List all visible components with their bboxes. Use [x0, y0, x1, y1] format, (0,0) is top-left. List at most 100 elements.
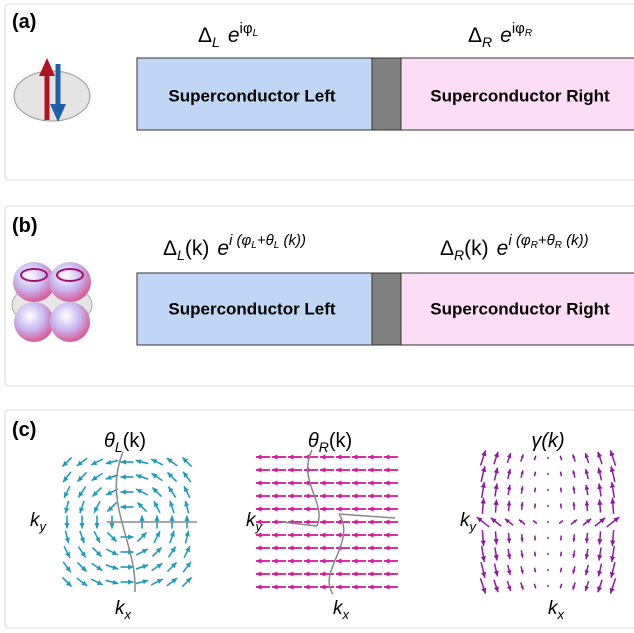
vector-head — [336, 519, 341, 524]
vector-head — [597, 586, 602, 592]
vector-head — [336, 558, 341, 563]
title-part: (k) — [329, 430, 352, 452]
vector-head — [256, 584, 261, 589]
vector-head — [288, 532, 293, 537]
vector-head — [128, 579, 133, 584]
vector-head — [304, 584, 309, 589]
box-label: Superconductor Right — [430, 299, 610, 318]
vector-head — [384, 571, 389, 576]
box-label: Superconductor Left — [168, 299, 336, 318]
vector-head — [597, 452, 602, 458]
vector-head — [304, 532, 309, 537]
vector-head — [288, 493, 293, 498]
formula-part: (k) — [185, 237, 210, 260]
vector-head — [336, 454, 341, 459]
vector-head — [304, 480, 309, 485]
vector-head — [521, 454, 524, 458]
vector-head — [336, 480, 341, 485]
panel-label: (b) — [12, 215, 38, 237]
formula-part: e — [217, 237, 229, 260]
vector-head — [384, 519, 389, 524]
vector-head — [256, 493, 261, 498]
vector-head — [481, 588, 486, 594]
vector-head — [288, 454, 293, 459]
vector-head — [320, 545, 325, 550]
vector-head — [64, 523, 69, 528]
vector-head — [597, 499, 602, 505]
vector-head — [336, 584, 341, 589]
formula-part: Δ — [440, 237, 454, 260]
vector-head — [288, 584, 293, 589]
vector-head — [121, 474, 126, 479]
formula: ΔL(k)ei (φL+θL (k)) — [163, 232, 306, 263]
box-label: Superconductor Right — [430, 86, 610, 105]
vector-head — [288, 480, 293, 485]
nodal-line — [282, 514, 395, 526]
vector-head — [507, 538, 512, 543]
vector-head — [304, 493, 309, 498]
vector-head — [272, 467, 277, 472]
vector-head — [368, 584, 373, 589]
vector-head — [320, 467, 325, 472]
axis-part: x — [342, 607, 350, 622]
vector-head — [256, 454, 261, 459]
vector-head — [493, 539, 498, 545]
vector-head — [368, 506, 373, 511]
vector-head — [610, 498, 615, 504]
vector-head — [368, 545, 373, 550]
vector-head — [142, 564, 148, 569]
vector-head — [352, 584, 357, 589]
formula-part: (k)) — [279, 232, 306, 249]
formula-part: R — [555, 240, 562, 251]
vector-head — [384, 558, 389, 563]
vector-head — [493, 499, 498, 505]
vector-head — [336, 506, 341, 511]
vector-head — [121, 489, 126, 494]
formula-part: L — [212, 34, 220, 50]
vector-head — [320, 493, 325, 498]
vector-head — [368, 558, 373, 563]
vector-head — [585, 501, 590, 506]
vector-head — [136, 474, 142, 479]
vector-head — [572, 586, 575, 590]
vector-head — [352, 545, 357, 550]
vector-head — [272, 506, 277, 511]
formula-part: iφ — [240, 20, 253, 37]
vector-head — [320, 506, 325, 511]
vector-head — [80, 537, 85, 543]
axis-part: x — [557, 607, 565, 622]
vector-head — [336, 571, 341, 576]
nodal-line — [329, 514, 344, 594]
vector-head — [94, 523, 99, 528]
formula-part: e — [497, 237, 509, 260]
formula-part: Δ — [163, 237, 177, 260]
vector-head — [304, 545, 309, 550]
vector-head — [610, 588, 615, 594]
vector-head — [272, 584, 277, 589]
vector-head — [304, 506, 309, 511]
vector-head — [106, 475, 112, 480]
vector-head — [79, 507, 84, 513]
title-part: R — [319, 439, 329, 455]
vector-head — [352, 454, 357, 459]
vector-head — [368, 480, 373, 485]
vector-head — [352, 532, 357, 537]
vector-head — [288, 545, 293, 550]
nodal-line — [308, 450, 319, 526]
vector-head — [572, 502, 575, 506]
vector-head — [272, 480, 277, 485]
formula-part: iφ — [512, 20, 525, 37]
formula-part: R — [482, 34, 492, 50]
vector-head — [320, 480, 325, 485]
vector-head — [109, 523, 114, 528]
vector-head — [336, 532, 341, 537]
formula-part: L — [253, 28, 259, 39]
vector-head — [320, 571, 325, 576]
formula-part: R — [525, 28, 532, 39]
figure: (a) ΔLeiφL ΔReiφR Superconductor Left Su… — [0, 0, 634, 633]
title-part: θ — [308, 430, 319, 452]
vector-head — [368, 454, 373, 459]
vector-head — [384, 532, 389, 537]
axis-label: kx — [548, 598, 565, 622]
